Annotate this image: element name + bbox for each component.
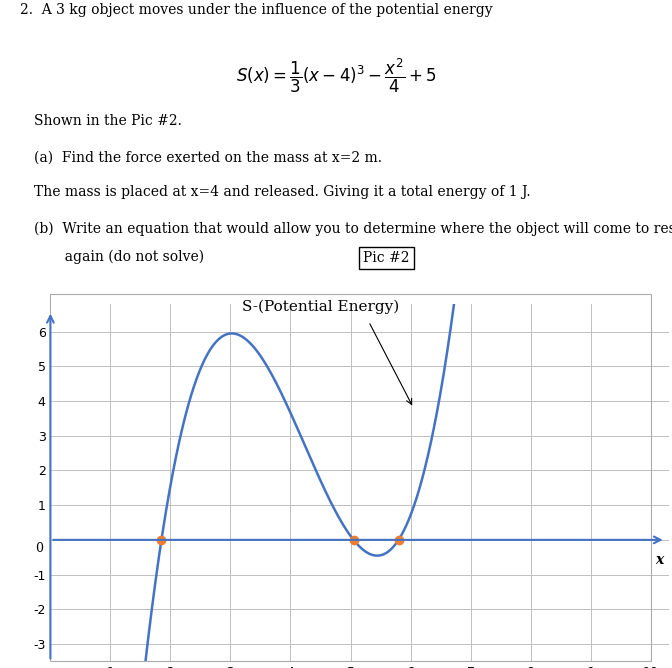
Text: The mass is placed at x=4 and released. Giving it a total energy of 1 J.: The mass is placed at x=4 and released. … xyxy=(34,184,530,198)
Text: (a)  Find the force exerted on the mass at x=2 m.: (a) Find the force exerted on the mass a… xyxy=(34,150,382,164)
Text: Shown in the Pic #2.: Shown in the Pic #2. xyxy=(34,114,181,128)
Text: again (do not solve): again (do not solve) xyxy=(34,250,204,265)
Text: Pic #2: Pic #2 xyxy=(363,251,410,265)
Text: 2.  A 3 kg object moves under the influence of the potential energy: 2. A 3 kg object moves under the influen… xyxy=(20,3,493,17)
Text: $S(x) = \dfrac{1}{3}(x - 4)^3 - \dfrac{x^2}{4} + 5$: $S(x) = \dfrac{1}{3}(x - 4)^3 - \dfrac{x… xyxy=(236,57,436,95)
Text: (b)  Write an equation that would allow you to determine where the object will c: (b) Write an equation that would allow y… xyxy=(34,222,672,236)
Text: S-(Potential Energy): S-(Potential Energy) xyxy=(242,300,399,315)
Text: x: x xyxy=(655,553,664,567)
Text: 0: 0 xyxy=(35,542,43,554)
